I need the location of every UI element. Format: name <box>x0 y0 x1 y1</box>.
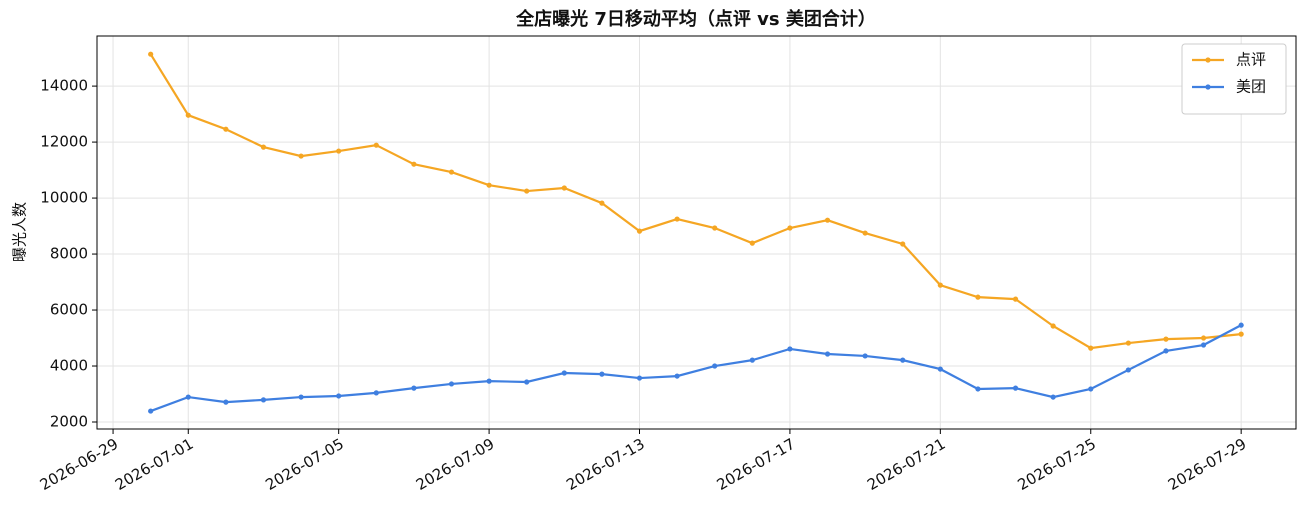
point <box>599 200 605 206</box>
legend-swatch-dot <box>1205 57 1211 63</box>
y-axis-label: 曝光人数 <box>11 202 29 262</box>
point <box>448 169 455 175</box>
point <box>1088 386 1094 392</box>
point <box>787 225 793 231</box>
point <box>260 144 267 150</box>
x-tick-label: 2026-07-21 <box>864 435 949 494</box>
x-tick-label: 2026-07-05 <box>262 435 347 494</box>
y-tick-label: 4000 <box>50 357 88 375</box>
point <box>1012 296 1019 302</box>
point <box>862 353 868 359</box>
point <box>674 373 680 379</box>
point <box>862 230 868 236</box>
x-tick-label: 2026-07-13 <box>563 435 648 494</box>
point <box>411 161 417 167</box>
legend-box <box>1181 43 1287 115</box>
point <box>900 357 906 363</box>
point <box>787 346 793 352</box>
x-tick-label: 2026-07-17 <box>714 435 799 494</box>
point <box>298 394 304 400</box>
point <box>185 112 191 118</box>
point <box>223 399 229 405</box>
point <box>486 378 492 384</box>
y-tick-label: 6000 <box>50 301 88 319</box>
point <box>824 351 831 357</box>
point <box>1088 345 1094 351</box>
y-tick-label: 2000 <box>50 413 88 431</box>
point <box>1238 331 1244 337</box>
legend-label: 点评 <box>1236 51 1266 69</box>
point <box>561 370 567 376</box>
point <box>900 241 906 247</box>
point <box>1012 385 1019 391</box>
point <box>260 397 267 403</box>
point <box>1163 336 1169 342</box>
point <box>524 379 530 385</box>
point <box>674 216 680 222</box>
point <box>1163 348 1169 354</box>
chart-title: 全店曝光 7日移动平均（点评 vs 美团合计） <box>515 8 876 30</box>
point <box>223 126 229 132</box>
point <box>373 142 379 148</box>
y-tick-label: 14000 <box>40 77 88 95</box>
point <box>975 294 981 300</box>
point <box>336 148 342 154</box>
point <box>599 371 605 377</box>
point <box>448 381 455 387</box>
plot-frame <box>96 35 1297 430</box>
point <box>712 225 718 231</box>
point <box>336 393 342 399</box>
point <box>524 188 530 194</box>
point <box>937 366 943 372</box>
point <box>975 386 981 392</box>
series-line <box>149 53 1242 350</box>
point <box>185 394 191 400</box>
point <box>1125 367 1131 373</box>
point <box>636 228 643 234</box>
point <box>1125 340 1131 346</box>
point <box>148 51 154 57</box>
x-tick-label: 2026-07-09 <box>413 435 498 494</box>
point <box>373 390 379 396</box>
legend-swatch-dot <box>1205 84 1211 90</box>
point <box>411 385 417 391</box>
point <box>1238 322 1244 328</box>
point <box>1200 342 1207 348</box>
y-tick-label: 10000 <box>40 189 88 207</box>
point <box>749 357 755 363</box>
point <box>636 375 643 381</box>
legend-label: 美团 <box>1236 78 1266 96</box>
point <box>1050 323 1056 329</box>
point <box>824 217 831 223</box>
y-tick-label: 12000 <box>40 133 88 151</box>
point <box>749 240 755 246</box>
point <box>486 182 492 188</box>
point <box>712 363 718 369</box>
x-tick-label: 2026-07-29 <box>1165 435 1250 494</box>
x-tick-label: 2026-07-01 <box>112 435 197 494</box>
point <box>937 282 943 288</box>
point <box>1200 335 1207 341</box>
point <box>1050 394 1056 400</box>
point <box>298 153 304 159</box>
point <box>148 408 154 414</box>
y-tick-label: 8000 <box>50 245 88 263</box>
x-tick-label: 2026-06-29 <box>37 435 122 494</box>
point <box>561 185 567 191</box>
series-line <box>150 324 1242 413</box>
x-tick-label: 2026-07-25 <box>1014 435 1099 494</box>
